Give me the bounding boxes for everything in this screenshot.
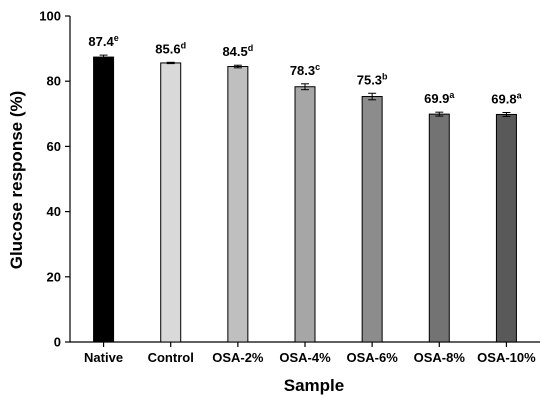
significance-letter: a [449, 90, 455, 100]
data-label-value: 84.5 [222, 44, 247, 59]
data-label: 87.4e [88, 33, 118, 49]
x-tick-label: OSA-4% [279, 350, 331, 365]
y-tick-label: 40 [47, 204, 61, 219]
y-tick-label: 100 [39, 9, 61, 24]
bar-osa-8- [428, 113, 450, 343]
bars-group [93, 56, 517, 343]
x-tick-label: Control [148, 350, 194, 365]
data-label: 84.5d [222, 43, 253, 59]
data-label-value: 87.4 [88, 34, 114, 49]
bar-osa-10- [495, 113, 517, 343]
significance-letter: b [382, 71, 388, 81]
error-bars-group [99, 54, 511, 117]
significance-letter: d [248, 43, 254, 53]
data-label: 78.3c [290, 62, 320, 78]
data-label-value: 69.9 [424, 91, 449, 106]
bar-osa-2- [227, 66, 249, 343]
bar-osa-4- [294, 86, 316, 343]
data-label-value: 85.6 [155, 41, 180, 56]
y-tick-label: 20 [47, 269, 61, 284]
x-tick-label: OSA-10% [477, 350, 536, 365]
x-tick-label: OSA-2% [212, 350, 264, 365]
data-label: 69.8a [491, 90, 522, 106]
significance-letter: c [315, 62, 320, 72]
x-axis: Native Control OSA-2% OSA-4% OSA-6% OSA-8% OSA… [70, 341, 540, 365]
y-axis-title: Glucose response (%) [7, 91, 26, 270]
bar-osa-6- [361, 96, 383, 343]
y-tick-label: 0 [54, 335, 61, 350]
bar-control [160, 62, 182, 343]
bar-native [93, 56, 115, 343]
x-axis-title: Sample [284, 376, 344, 395]
y-tick-label: 80 [47, 74, 61, 89]
significance-letter: d [181, 40, 187, 50]
x-tick-label: OSA-6% [346, 350, 398, 365]
data-label-value: 78.3 [290, 63, 315, 78]
y-tick-label: 60 [47, 139, 61, 154]
data-label: 75.3b [357, 71, 388, 87]
x-tick-label: OSA-8% [414, 350, 466, 365]
significance-letter: e [114, 33, 119, 43]
data-label: 85.6d [155, 40, 186, 56]
data-label-value: 69.8 [491, 91, 516, 106]
y-axis: 0 20 40 60 80 100 [39, 9, 71, 350]
significance-letter: a [517, 90, 523, 100]
data-label-value: 75.3 [357, 72, 382, 87]
data-label: 69.9a [424, 90, 455, 106]
x-tick-label: Native [84, 350, 123, 365]
